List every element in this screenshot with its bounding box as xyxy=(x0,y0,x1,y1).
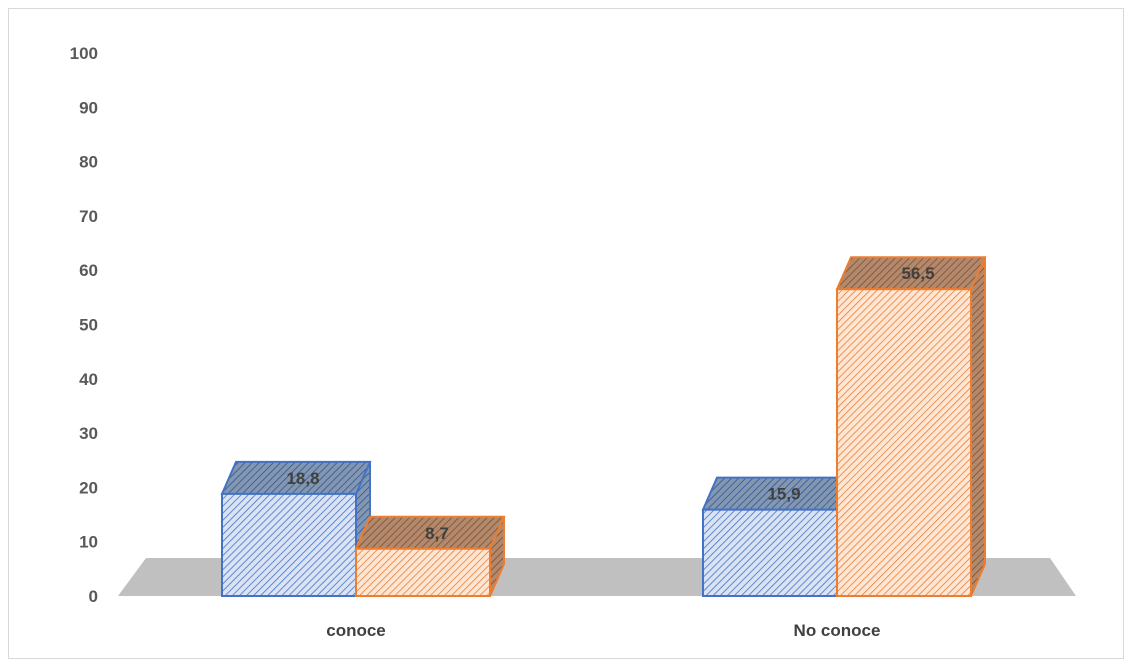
data-label: 15,9 xyxy=(767,485,800,504)
bar-front-face xyxy=(221,492,357,597)
bar-front-face xyxy=(702,508,838,597)
bar-front-face xyxy=(355,547,491,597)
bar-no-conoce-series-2 xyxy=(835,256,987,597)
y-tick-label: 20 xyxy=(79,478,98,497)
data-labels: 18,8 8,7 15,9 56,5 xyxy=(286,264,934,543)
y-tick-label: 100 xyxy=(70,44,98,63)
y-tick-label: 70 xyxy=(79,207,98,226)
data-label: 18,8 xyxy=(286,469,319,488)
y-axis-ticks: 0 10 20 30 40 50 60 70 80 90 100 xyxy=(70,44,98,606)
y-tick-label: 90 xyxy=(79,98,98,117)
bar-conoce-series-1 xyxy=(220,460,372,597)
y-tick-label: 50 xyxy=(79,316,98,335)
bar-side-face xyxy=(970,256,986,597)
bar-front-face xyxy=(836,288,972,597)
y-tick-label: 40 xyxy=(79,370,98,389)
bar-conoce-series-2 xyxy=(354,515,506,597)
y-tick-label: 80 xyxy=(79,153,98,172)
y-tick-label: 0 xyxy=(89,587,98,606)
y-tick-label: 30 xyxy=(79,424,98,443)
category-label: conoce xyxy=(326,621,386,640)
category-label: No conoce xyxy=(794,621,881,640)
y-tick-label: 60 xyxy=(79,261,98,280)
y-tick-label: 10 xyxy=(79,533,98,552)
data-label: 8,7 xyxy=(425,524,449,543)
category-labels: conoce No conoce xyxy=(326,621,880,640)
data-label: 56,5 xyxy=(901,264,934,283)
bars xyxy=(220,256,987,597)
